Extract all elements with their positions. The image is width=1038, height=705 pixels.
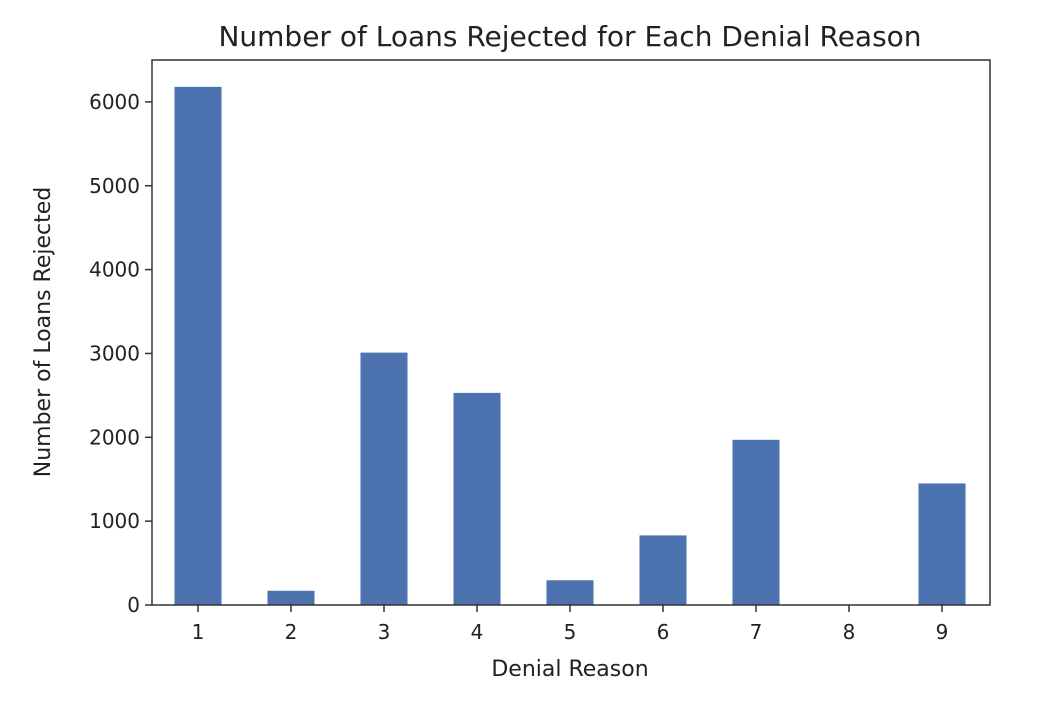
x-tick-label-3: 3 — [378, 620, 391, 644]
bar-3 — [360, 352, 408, 605]
bar-6 — [639, 535, 687, 605]
x-tick-label-2: 2 — [285, 620, 298, 644]
bar-2 — [267, 590, 315, 605]
y-axis-label: Number of Loans Rejected — [31, 187, 56, 477]
y-axis: 0 1000 2000 3000 4000 5000 6000 — [89, 90, 152, 617]
y-tick-label-1000: 1000 — [89, 509, 140, 533]
y-tick-label-3000: 3000 — [89, 341, 140, 365]
bars-group — [174, 86, 966, 605]
y-tick-label-4000: 4000 — [89, 258, 140, 282]
y-tick-label-5000: 5000 — [89, 174, 140, 198]
x-axis-label: Denial Reason — [491, 657, 648, 682]
bar-9 — [918, 483, 966, 605]
x-tick-label-1: 1 — [192, 620, 205, 644]
x-axis: 1 2 3 4 5 6 7 8 9 — [192, 605, 949, 644]
bar-1 — [174, 86, 222, 605]
x-tick-label-4: 4 — [471, 620, 484, 644]
x-tick-label-9: 9 — [936, 620, 949, 644]
x-tick-label-8: 8 — [843, 620, 856, 644]
plot-frame — [151, 59, 991, 606]
bar-7 — [732, 439, 780, 605]
x-tick-label-5: 5 — [564, 620, 577, 644]
x-tick-label-7: 7 — [750, 620, 763, 644]
chart-title: Number of Loans Rejected for Each Denial… — [218, 20, 921, 53]
y-tick-label-6000: 6000 — [89, 90, 140, 114]
bar-4 — [453, 392, 501, 605]
x-tick-label-6: 6 — [657, 620, 670, 644]
y-tick-label-0: 0 — [127, 593, 140, 617]
bar-5 — [546, 580, 594, 605]
y-tick-label-2000: 2000 — [89, 425, 140, 449]
